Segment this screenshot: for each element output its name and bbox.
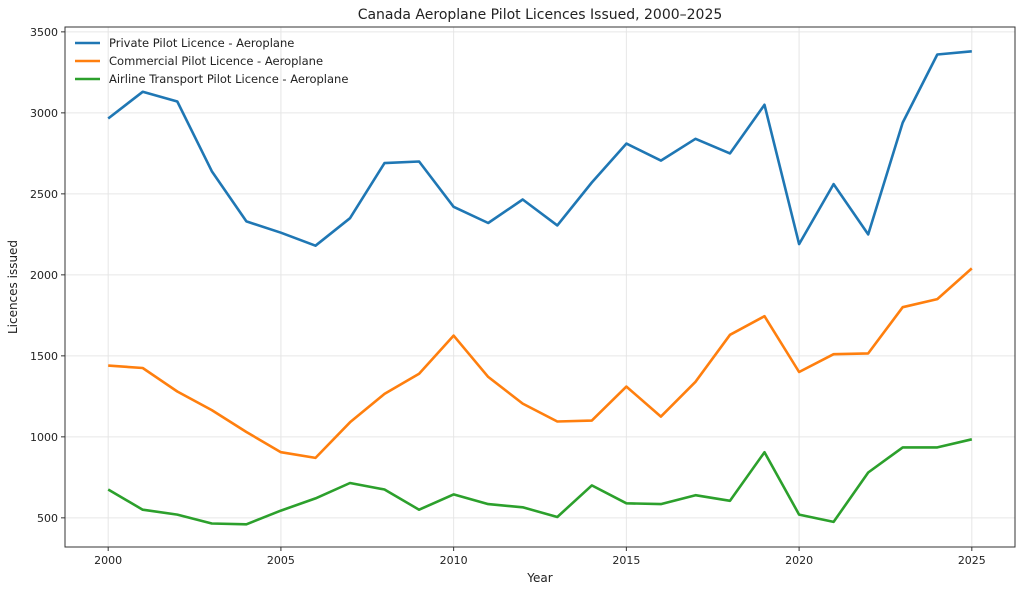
series-line-0 — [107, 50, 972, 247]
axis-ticks: 2000 2005 2010 2015 2020 2025 500 1000 1500 2000 2… — [30, 26, 986, 567]
legend: Private Pilot Licence - Aeroplane Commerc… — [75, 36, 348, 86]
x-tick-label: 2020 — [785, 554, 813, 567]
series-line-1 — [108, 267, 973, 460]
y-tick-label: 500 — [37, 512, 58, 525]
x-tick-label: 2010 — [440, 554, 468, 567]
y-tick-label: 3500 — [30, 26, 58, 39]
legend-label: Airline Transport Pilot Licence - Aeropl… — [109, 72, 348, 86]
y-tick-label: 1500 — [30, 350, 58, 363]
y-tick-label: 2000 — [30, 269, 58, 282]
x-axis-label: Year — [526, 571, 552, 585]
x-tick-label: 2015 — [612, 554, 640, 567]
y-axis-label: Licences issued — [6, 240, 20, 334]
chart-title: Canada Aeroplane Pilot Licences Issued, … — [358, 7, 723, 23]
series-line-2 — [107, 438, 973, 526]
x-tick-label: 2000 — [94, 554, 122, 567]
grid — [65, 27, 1015, 547]
series-lines — [107, 50, 973, 526]
legend-label: Commercial Pilot Licence - Aeroplane — [109, 54, 323, 68]
x-tick-label: 2025 — [958, 554, 986, 567]
x-tick-label: 2005 — [267, 554, 295, 567]
plot-frame — [64, 26, 1016, 548]
y-tick-label: 3000 — [30, 107, 58, 120]
y-tick-label: 2500 — [30, 188, 58, 201]
y-tick-label: 1000 — [30, 431, 58, 444]
legend-label: Private Pilot Licence - Aeroplane — [109, 36, 294, 50]
